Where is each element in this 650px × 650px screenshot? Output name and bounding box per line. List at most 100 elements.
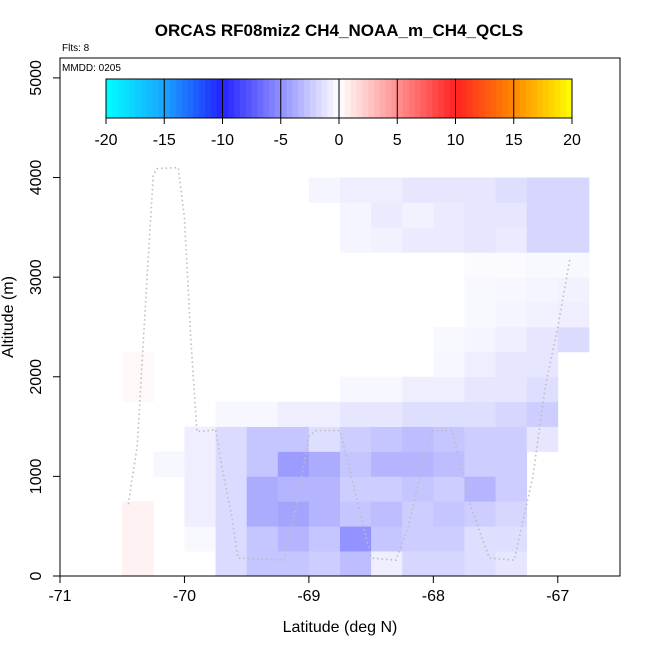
heatmap-cell — [184, 501, 216, 527]
heatmap-cell — [464, 252, 496, 278]
heatmap-cell — [433, 326, 465, 353]
heatmap-cell — [495, 551, 528, 577]
heatmap-cell — [557, 202, 590, 228]
colorbar-segment — [438, 79, 445, 118]
heatmap-cell — [464, 401, 496, 427]
heatmap-cell — [464, 526, 496, 552]
heatmap-cell — [402, 451, 434, 477]
heatmap-cell — [277, 401, 310, 427]
colorbar-segment — [117, 79, 124, 118]
heatmap-cell — [495, 277, 528, 303]
heatmap-cell — [526, 277, 559, 303]
colorbar-segment — [327, 79, 334, 118]
heatmap-cell — [402, 177, 434, 203]
colorbar-segment — [129, 79, 136, 118]
colorbar-segment — [146, 79, 154, 118]
heatmap-cell — [277, 426, 310, 452]
colorbar-segment — [461, 79, 468, 118]
heatmap-cells — [122, 177, 590, 577]
colorbar-segment — [502, 79, 509, 118]
colorbar-segment — [216, 79, 223, 118]
colorbar-segment — [554, 79, 561, 118]
colorbar-tick-label: -10 — [211, 132, 234, 149]
heatmap-cell — [495, 526, 528, 552]
heatmap-cell — [433, 526, 465, 552]
colorbar-segment — [269, 79, 276, 118]
colorbar-segment — [199, 79, 206, 118]
heatmap-cell — [340, 551, 372, 577]
colorbar-segment — [321, 79, 328, 118]
heatmap-cell — [277, 451, 310, 477]
heatmap-cell — [433, 351, 465, 378]
heatmap-cell — [340, 376, 372, 403]
heatmap-cell — [433, 551, 465, 577]
colorbar-segment — [309, 79, 317, 118]
colorbar-segment — [257, 79, 264, 118]
heatmap-cell — [464, 351, 496, 378]
chart-title: ORCAS RF08miz2 CH4_NOAA_m_CH4_QCLS — [155, 21, 523, 40]
colorbar-segment — [333, 79, 340, 118]
heatmap-cell — [464, 202, 496, 228]
heatmap-cell — [495, 376, 528, 403]
heatmap-cell — [340, 426, 372, 452]
colorbar-segment — [513, 79, 521, 118]
colorbar-segment — [245, 79, 253, 118]
colorbar-segment — [507, 79, 515, 118]
colorbar-segment — [175, 79, 183, 118]
heatmap-cell — [433, 501, 465, 527]
heatmap-cell — [402, 476, 434, 502]
heatmap-cell — [495, 351, 528, 378]
heatmap-cell — [464, 376, 496, 403]
heatmap-cell — [557, 252, 590, 278]
colorbar-segment — [432, 79, 439, 118]
x-axis-label: Latitude (deg N) — [283, 619, 398, 636]
colorbar-segment — [449, 79, 456, 118]
heatmap-cell — [557, 277, 590, 303]
heatmap-cell — [526, 351, 559, 378]
colorbar-segment — [373, 79, 381, 118]
heatmap-cell — [277, 501, 310, 527]
colorbar-segment — [298, 79, 305, 118]
heatmap-cell — [371, 401, 403, 427]
heatmap-cell — [371, 526, 403, 552]
heatmap-cell — [464, 227, 496, 253]
colorbar-segment — [158, 79, 165, 118]
heatmap-cell — [464, 451, 496, 477]
colorbar: -20 -15 -10 -5 0 5 10 15 20 — [94, 78, 581, 149]
heatmap-cell — [215, 426, 248, 452]
heatmap-cell — [215, 401, 248, 427]
colorbar-segment — [140, 79, 148, 118]
colorbar-segment — [123, 79, 130, 118]
heatmap-cell — [215, 526, 248, 552]
heatmap-cell — [308, 177, 341, 203]
colorbar-segment — [414, 79, 422, 118]
colorbar-segment — [490, 79, 497, 118]
colorbar-tick-label: 5 — [393, 132, 402, 149]
colorbar-segment — [548, 79, 556, 118]
colorbar-segment — [472, 79, 480, 118]
heatmap-cell — [340, 177, 372, 203]
heatmap-cell — [495, 177, 528, 203]
colorbar-segment — [263, 79, 270, 118]
heatmap-cell — [184, 451, 216, 477]
colorbar-segment — [531, 79, 538, 118]
heatmap-cell — [308, 526, 341, 552]
colorbar-segment — [368, 79, 375, 118]
colorbar-segment — [315, 79, 323, 118]
heatmap-cell — [246, 451, 279, 477]
heatmap-cell — [122, 501, 154, 527]
colorbar-segment — [403, 79, 410, 118]
heatmap-cell — [122, 351, 154, 378]
colorbar-segment — [210, 79, 218, 118]
colorbar-segment — [164, 79, 171, 118]
heatmap-cell — [277, 551, 310, 577]
colorbar-segment — [385, 79, 392, 118]
colorbar-segment — [356, 79, 363, 118]
heatmap-cell — [402, 551, 434, 577]
colorbar-segment — [304, 79, 311, 118]
heatmap-cell — [402, 426, 434, 452]
colorbar-segment — [339, 79, 346, 118]
heatmap-cell — [557, 227, 590, 253]
heatmap-cell — [464, 326, 496, 353]
heatmap-cell — [495, 202, 528, 228]
